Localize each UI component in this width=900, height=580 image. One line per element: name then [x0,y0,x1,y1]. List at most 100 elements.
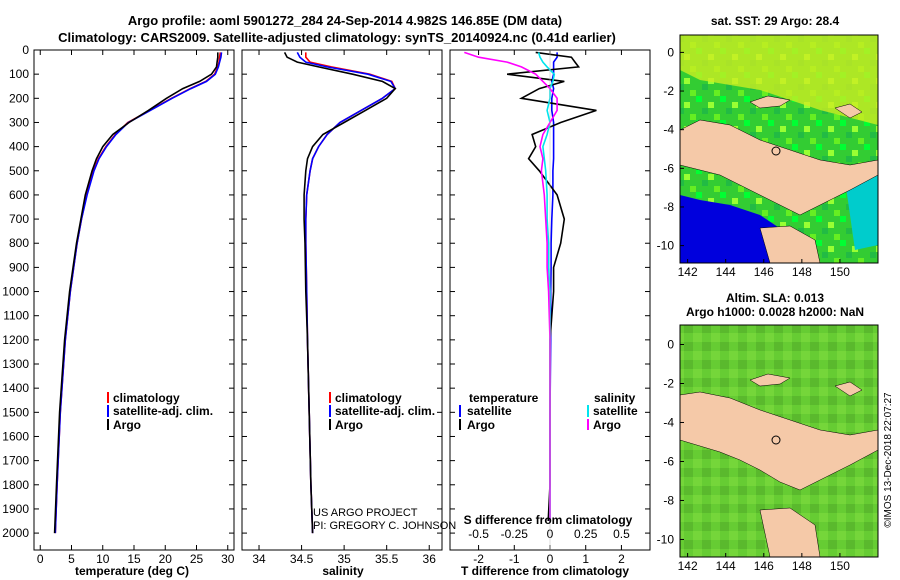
x-tick-label: 34 [252,552,266,566]
series-line-salinity-argo [464,51,558,521]
sla-land-australia [759,507,821,558]
s-tick-label: -0.5 [468,527,489,541]
legend-s-argo: Argo [593,418,621,432]
depth-tick-label: 1300 [2,357,29,371]
lon-tick-label: 142 [678,559,698,573]
temperature-chart: 0 5 10 15 20 25 30 [37,50,235,566]
x-tick-label: -1 [509,552,520,566]
depth-tick-label: 1000 [2,285,29,299]
lon-tick-label: 144 [716,559,736,573]
depth-tick-label: 1200 [2,333,29,347]
legend-temperature-title: temperature [469,391,539,405]
salinity-xlabel: salinity [322,564,364,578]
sla-map-title-2: Argo h1000: 0.0028 h2000: NaN [686,305,864,319]
depth-tick-label: 1500 [2,405,29,419]
lat-tick-label: 0 [667,337,674,351]
x-tick-label: 2 [618,552,625,566]
depth-tick-label: 600 [9,188,29,202]
sla-map: Altim. SLA: 0.013 Argo h1000: 0.0028 h20… [657,291,879,573]
x-tick-label: 35.5 [375,552,399,566]
t-difference-xlabel: T difference from climatology [461,564,629,578]
x-tick-label: 36 [423,552,437,566]
lon-tick-label: 148 [792,265,812,279]
sla-map-title-1: Altim. SLA: 0.013 [726,291,824,305]
s-tick-label: 0.25 [574,527,598,541]
depth-tick-label: 2000 [2,526,29,540]
temperature-panel-frame [33,49,235,551]
depth-tick-label: 1700 [2,454,29,468]
series-line-argo [53,52,219,534]
x-tick-label: -2 [473,552,484,566]
lon-tick-label: 150 [830,265,850,279]
lat-tick-label: -6 [663,161,674,175]
lat-tick-label: 0 [667,45,674,59]
legend-satellite: satellite-adj. clim. [335,404,435,418]
sla-map-ticks: 142 144 146 148 150 0 -2 -4 -6 -8 -10 [657,337,851,573]
s-tick-label: -0.25 [501,527,529,541]
depth-tick-label: 1900 [2,502,29,516]
depth-tick-label: 1800 [2,478,29,492]
x-tick-label: 5 [68,552,75,566]
credit-project: US ARGO PROJECT [313,507,418,519]
x-tick-label: 1 [582,552,589,566]
lat-tick-label: -10 [657,239,675,253]
legend-s-satellite: satellite [593,404,638,418]
title-line-1: Argo profile: aoml 5901272_284 24-Sep-20… [128,13,562,28]
x-tick-label: 10 [96,552,110,566]
lat-tick-label: -2 [663,84,674,98]
x-tick-label: 0 [547,552,554,566]
depth-tick-label: 400 [9,140,29,154]
lat-tick-label: -2 [663,376,674,390]
depth-tick-label: 200 [9,91,29,105]
x-tick-label: 20 [159,552,173,566]
salinity-chart: 34 34.5 35 35.5 36 [252,50,436,566]
sst-land-island [749,95,791,109]
x-tick-label: 34.5 [290,552,314,566]
depth-tick-label: 300 [9,115,29,129]
difference-chart: -2 -1 0 1 2-0.5 -0.25 0 0.25 0.5 [464,50,630,566]
lon-tick-label: 146 [754,265,774,279]
sst-map-title: sat. SST: 29 Argo: 28.4 [711,14,840,28]
sla-argo-location-marker [771,435,781,445]
sla-map-frame [679,324,879,558]
depth-tick-label: 1400 [2,381,29,395]
lon-tick-label: 148 [792,559,812,573]
salinity-panel-frame [241,49,443,551]
series-line-argo [283,52,397,534]
depth-tick-label: 100 [9,67,29,81]
sla-land-island [749,373,791,387]
depth-tick-label: 500 [9,164,29,178]
x-tick-label: 25 [190,552,204,566]
sst-land-australia [759,225,821,264]
legend-climatology: climatology [335,391,402,405]
legend-argo: Argo [113,418,141,432]
legend-t-satellite: satellite [467,404,512,418]
sla-land-new-guinea [679,391,879,491]
depth-tick-label: 900 [9,260,29,274]
depth-tick-label: 1100 [3,309,29,323]
legend-climatology: climatology [113,391,180,405]
sst-map-ticks: 142 144 146 148 150 0 -2 -4 -6 -8 -10 [657,45,851,279]
depth-axis: 0 100 200 300 400 500 600 700 800 900 1000 1100 1200… [2,43,650,540]
s-tick-label: 0.5 [613,527,630,541]
lon-tick-label: 146 [754,559,774,573]
x-tick-label: 30 [221,552,235,566]
lon-tick-label: 142 [678,265,698,279]
temperature-legend: climatology satellite-adj. clim. Argo [107,391,213,432]
sst-map: sat. SST: 29 Argo: 28.4 142 144 146 148 150 0… [657,14,879,279]
difference-legend: temperature satellite Argo salinity sate… [459,391,638,432]
legend-t-argo: Argo [467,418,495,432]
lat-tick-label: -10 [657,532,675,546]
x-tick-label: 35 [337,552,351,566]
sst-map-frame [679,34,879,264]
legend-argo: Argo [335,418,363,432]
x-tick-label: 0 [37,552,44,566]
sst-argo-location-marker [771,146,781,156]
sst-cyan-region [845,170,878,250]
lat-tick-label: -8 [663,493,674,507]
lon-tick-label: 144 [716,265,736,279]
imos-credit: ©IMOS 13-Dec-2018 22:07:27 [883,392,894,528]
sst-land-new-guinea [679,119,879,216]
legend-satellite: satellite-adj. clim. [113,404,213,418]
